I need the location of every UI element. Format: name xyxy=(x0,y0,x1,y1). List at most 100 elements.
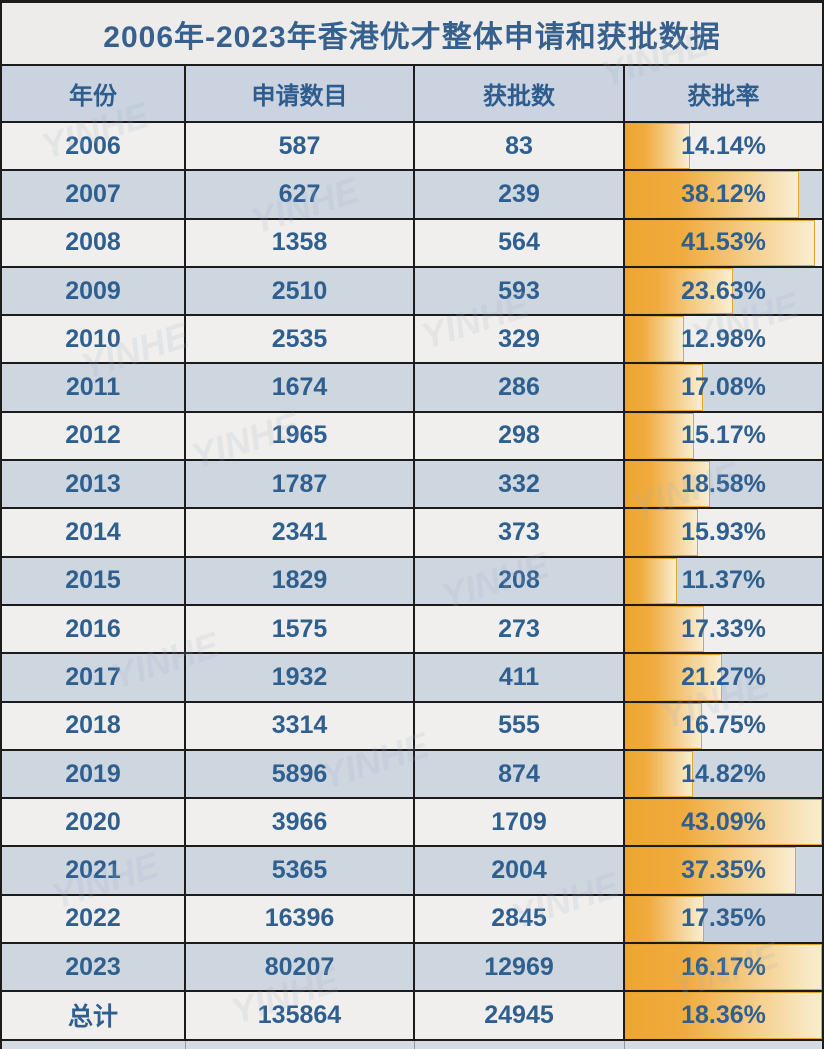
table-header-row: 年份 申请数目 获批数 获批率 xyxy=(2,66,822,123)
page-title: 2006年-2023年香港优才整体申请和获批数据 xyxy=(2,3,822,66)
applications-cell: 2341 xyxy=(186,509,415,556)
table-row-2023: 2023 80207 12969 16.17% xyxy=(2,944,822,993)
rate-cell: 12.98% xyxy=(625,316,822,363)
approved-cell: 874 xyxy=(415,750,625,798)
applications-cell: 135864 xyxy=(186,992,415,1039)
rate-bar xyxy=(625,895,705,943)
table-row-2020: 2020 3966 1709 43.09% xyxy=(2,799,822,848)
rate-label: 18.58% xyxy=(681,469,766,498)
rate-bar xyxy=(625,171,800,218)
applications-cell: 1358 xyxy=(186,219,415,266)
year-cell: 2006 xyxy=(2,123,186,170)
rate-cell: 16.17% xyxy=(625,944,822,991)
year-cell: 2016 xyxy=(2,605,186,653)
rate-bar xyxy=(625,267,733,315)
applications-cell: 16396 xyxy=(186,895,415,943)
rate-label: 41.53% xyxy=(681,228,766,257)
rate-cell: 18.36% xyxy=(625,992,822,1039)
year-cell: 2023 xyxy=(2,944,186,991)
rate-cell: 15.17% xyxy=(625,412,822,460)
rate-cell: 23.63% xyxy=(625,267,822,315)
table-row-2014: 2014 2341 373 15.93% xyxy=(2,509,822,558)
rate-cell: 18.58% xyxy=(625,461,822,508)
applications-cell: 1829 xyxy=(186,557,415,604)
approved-cell: 329 xyxy=(415,316,625,363)
approved-cell: 2004 xyxy=(415,847,625,894)
applications-cell: 1787 xyxy=(186,461,415,508)
rate-label: 23.63% xyxy=(681,276,766,305)
year-cell: 2014 xyxy=(2,509,186,556)
applications-cell: 5365 xyxy=(186,847,415,894)
approved-cell: 24945 xyxy=(415,992,625,1039)
rate-label: 15.93% xyxy=(681,518,766,547)
table-row-2006: 2006 587 83 14.14% xyxy=(2,123,822,172)
year-cell: 2017 xyxy=(2,654,186,701)
rate-cell: 15.93% xyxy=(625,509,822,556)
rate-bar xyxy=(625,605,705,653)
applications-cell: 1674 xyxy=(186,364,415,411)
table-row-2017: 2017 1932 411 21.27% xyxy=(2,654,822,703)
rate-cell: 16.75% xyxy=(625,702,822,749)
rate-bar xyxy=(625,799,822,846)
rate-bar xyxy=(625,461,710,508)
column-header-2: 获批数 xyxy=(415,66,625,121)
rate-cell: 38.12% xyxy=(625,171,822,218)
table-row-2019: 2019 5896 874 14.82% xyxy=(2,750,822,800)
year-cell: 2012 xyxy=(2,412,186,460)
table-body: 2006 587 83 14.14% 2007 627 239 38.12% 2008 1358 5… xyxy=(2,123,822,1041)
rate-bar xyxy=(625,847,796,894)
approved-cell: 2845 xyxy=(415,895,625,943)
rate-label: 14.82% xyxy=(681,759,766,788)
approved-cell: 239 xyxy=(415,171,625,218)
year-cell: 2008 xyxy=(2,219,186,266)
rate-cell: 41.53% xyxy=(625,219,822,266)
rate-bar xyxy=(625,509,698,556)
rate-label: 16.17% xyxy=(681,952,766,981)
applications-cell: 3314 xyxy=(186,702,415,749)
approved-cell: 593 xyxy=(415,267,625,315)
approved-cell: 298 xyxy=(415,412,625,460)
applications-cell: 627 xyxy=(186,171,415,218)
rate-label: 38.12% xyxy=(681,179,766,208)
table-row-2009: 2009 2510 593 23.63% xyxy=(2,267,822,317)
rate-cell: 17.33% xyxy=(625,605,822,653)
approved-cell: 83 xyxy=(415,123,625,170)
applications-cell: 80207 xyxy=(186,944,415,991)
rate-cell: 37.35% xyxy=(625,847,822,894)
column-header-3: 获批率 xyxy=(687,83,760,110)
applications-cell: 587 xyxy=(186,123,415,170)
rate-cell: 43.09% xyxy=(625,799,822,846)
rate-label: 12.98% xyxy=(681,324,766,353)
rate-label: 17.35% xyxy=(681,904,766,933)
rate-label: 18.36% xyxy=(681,1000,766,1029)
rate-cell: 11.37% xyxy=(625,557,822,604)
rate-bar xyxy=(625,412,695,460)
column-header-0: 年份 xyxy=(2,66,186,121)
rate-label: 43.09% xyxy=(681,807,766,836)
year-cell: 总计 xyxy=(2,992,186,1039)
table-row-2016: 2016 1575 273 17.33% xyxy=(2,605,822,655)
table-row-总计: 总计 135864 24945 18.36% xyxy=(2,992,822,1041)
year-cell: 2015 xyxy=(2,557,186,604)
approved-cell: 411 xyxy=(415,654,625,701)
table-row-2022: 2022 16396 2845 17.35% xyxy=(2,895,822,945)
table-row-2007: 2007 627 239 38.12% xyxy=(2,171,822,220)
rate-bar xyxy=(625,316,685,363)
approved-cell: 332 xyxy=(415,461,625,508)
rate-label: 11.37% xyxy=(681,566,766,595)
approved-cell: 373 xyxy=(415,509,625,556)
rate-label: 37.35% xyxy=(681,856,766,885)
applications-cell: 5896 xyxy=(186,750,415,798)
rate-bar xyxy=(625,654,723,701)
rate-bar xyxy=(625,944,822,991)
table-row-2011: 2011 1674 286 17.08% xyxy=(2,364,822,413)
year-cell: 2019 xyxy=(2,750,186,798)
rate-bar xyxy=(625,992,822,1039)
table-row-2015: 2015 1829 208 11.37% xyxy=(2,557,822,606)
table-row-2008: 2008 1358 564 41.53% xyxy=(2,219,822,268)
applications-cell: 2535 xyxy=(186,316,415,363)
bottom-strip-segment xyxy=(415,1040,625,1049)
rate-cell: 14.14% xyxy=(625,123,822,170)
bottom-strip-segment xyxy=(186,1040,415,1049)
